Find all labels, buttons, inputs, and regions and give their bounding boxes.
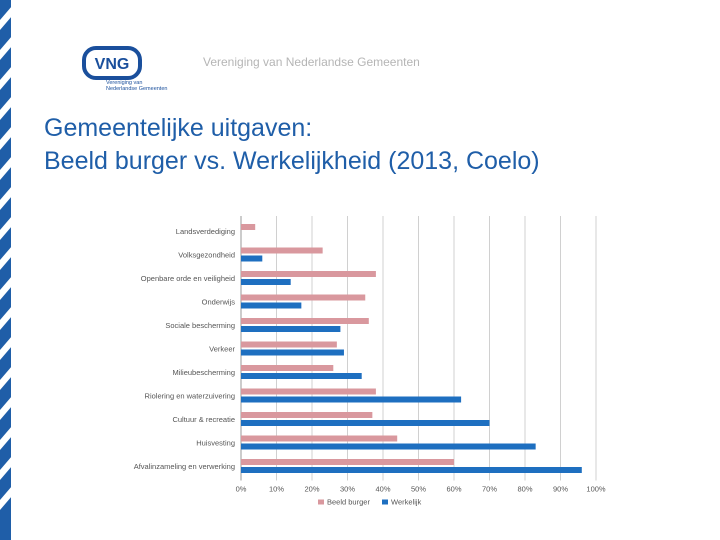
bar-chart: 0% 10% 20% 30% 40% 50% 60% 70% 80% 90% 100% Landsve… (134, 216, 606, 507)
bar-werkelijk (241, 349, 344, 356)
bar-werkelijk (241, 373, 362, 379)
x-tick-label: 20% (304, 485, 319, 494)
bar-werkelijk (241, 396, 462, 403)
x-tick-label: 70% (482, 485, 497, 494)
category-label: Onderwijs (202, 298, 236, 307)
bar-beeld-burger (241, 365, 334, 371)
x-tick-label: 10% (269, 485, 284, 494)
logo-sub-line1: Vereniging van (106, 80, 143, 86)
vng-logo-mark (82, 46, 142, 80)
bar-beeld-burger (241, 388, 376, 395)
x-tick-label: 100% (586, 485, 606, 494)
bar-beeld-burger (241, 224, 256, 230)
bar-beeld-burger (241, 435, 398, 442)
category-label: Openbare orde en veiligheid (141, 274, 235, 283)
category-label: Afvalinzameling en verwerking (134, 462, 235, 471)
category-label: Landsverdediging (176, 227, 235, 236)
category-label: Milieubescherming (172, 368, 235, 377)
x-tick-label: 40% (375, 485, 390, 494)
category-label: Cultuur & recreatie (172, 415, 235, 424)
bar-werkelijk (241, 420, 490, 426)
bar-beeld-burger (241, 341, 337, 348)
bar-beeld-burger (241, 271, 376, 277)
bar-werkelijk (241, 279, 291, 285)
bar-werkelijk (241, 443, 536, 450)
vng-logo-subtext: Vereniging van Nederlandse Gemeenten (106, 80, 167, 92)
slide-title-line2: Beeld burger vs. Werkelijkheid (2013, Co… (44, 147, 540, 175)
logo-sub-line2: Nederlandse Gemeenten (106, 86, 168, 92)
bar-beeld-burger (241, 459, 454, 465)
category-label: Riolering en waterzuivering (145, 392, 235, 401)
slide-title: Gemeentelijke uitgaven: Beeld burger vs.… (44, 112, 540, 178)
decorative-stripe (0, 0, 12, 540)
x-tick-label: 30% (340, 485, 355, 494)
category-label: Huisvesting (196, 439, 235, 448)
category-label: Verkeer (209, 345, 235, 354)
x-tick-label: 60% (446, 485, 461, 494)
bar-werkelijk (241, 467, 582, 473)
vng-logo-text: VNG (95, 56, 130, 73)
x-tick-label: 80% (517, 485, 532, 494)
header-organization: Vereniging van Nederlandse Gemeenten (203, 55, 420, 69)
x-tick-label: 50% (411, 485, 426, 494)
bar-beeld-burger (241, 294, 366, 301)
legend-label: Beeld burger (327, 498, 370, 507)
legend-swatch (318, 499, 324, 505)
bar-beeld-burger (241, 247, 323, 254)
legend-label: Werkelijk (391, 498, 422, 507)
category-label: Volksgezondheid (178, 251, 235, 260)
bar-beeld-burger (241, 318, 369, 324)
bar-werkelijk (241, 326, 341, 332)
bar-beeld-burger (241, 412, 373, 418)
slide-title-line1: Gemeentelijke uitgaven: (44, 114, 313, 142)
legend-swatch (382, 499, 388, 505)
x-tick-label: 90% (553, 485, 568, 494)
category-label: Sociale bescherming (165, 321, 235, 330)
bar-werkelijk (241, 302, 302, 309)
x-tick-label: 0% (236, 485, 247, 494)
bar-werkelijk (241, 255, 263, 262)
